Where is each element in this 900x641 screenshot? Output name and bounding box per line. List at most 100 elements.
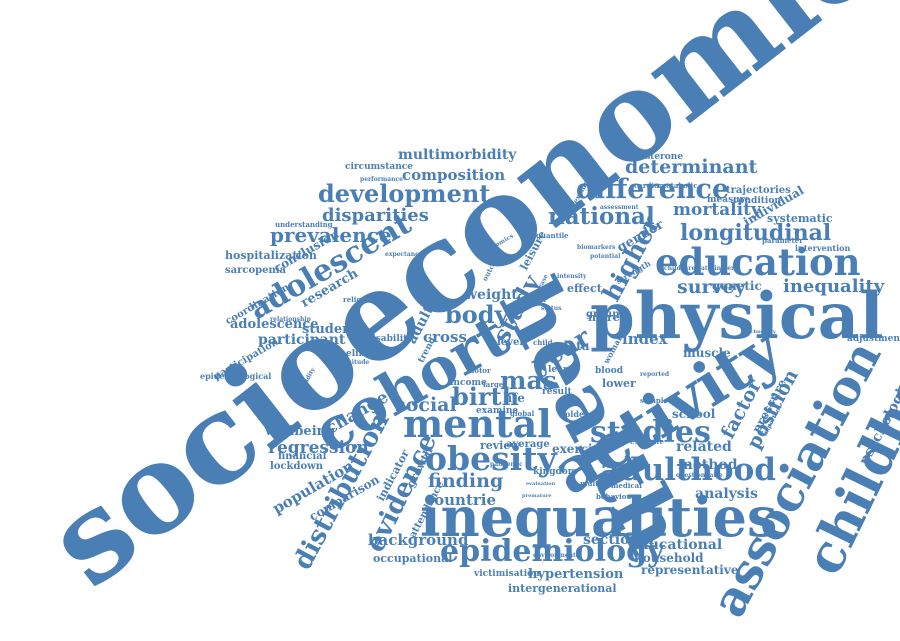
word-intergenerational: intergenerational <box>508 582 617 595</box>
word-genetic: genetic <box>712 279 762 293</box>
word-lower: lower <box>602 377 636 390</box>
word-review: review <box>480 439 520 452</box>
word-household: household <box>634 551 704 565</box>
word-average: average <box>506 439 550 450</box>
word-adolescence: adolescence <box>230 317 319 332</box>
word-motor: motor <box>467 366 491 375</box>
word-medical: medical <box>611 481 642 490</box>
word-regression: regression <box>268 438 369 458</box>
word-epidemiology: epidemiology <box>440 534 665 569</box>
word-student: student <box>302 322 358 337</box>
word-mas: mas <box>500 366 557 395</box>
word-greater: greater <box>522 297 547 304</box>
word-educational: educational <box>630 537 723 553</box>
word-childcare: childcare <box>664 265 696 272</box>
word-mental: mental <box>403 401 552 446</box>
word-prevalence: prevalence <box>270 223 392 247</box>
word-longitudinal: longitudinal <box>680 220 832 246</box>
word-environmental: environmental <box>533 552 582 559</box>
word-epidemiological: epidemiological <box>200 371 272 381</box>
word-determinant: determinant <box>625 156 758 178</box>
word-financial: financial <box>278 451 327 462</box>
word-multiple: multiple <box>580 479 614 488</box>
word-inequalities: inequalities <box>420 485 778 549</box>
word-quantile: quantile <box>536 231 569 240</box>
word-countrie: countrie <box>425 491 497 509</box>
word-representative: representative <box>641 563 739 577</box>
word-intervention: intervention <box>795 243 851 253</box>
word-intensity: intensity <box>557 273 587 280</box>
word-circumstance: circumstance <box>345 162 413 172</box>
word-level: level <box>497 337 524 348</box>
word-multimorbidity: multimorbidity <box>398 147 517 163</box>
word-pandemic: pandemic <box>490 461 523 468</box>
word-mortality: mortality <box>673 200 761 220</box>
word-hospitalization: hospitalization <box>225 249 317 262</box>
word-measure: measure <box>707 195 751 205</box>
word-victimisation: victimisation <box>474 569 540 579</box>
word-income: income <box>450 378 487 388</box>
word-survey: survey <box>677 276 746 298</box>
word-potential: potential <box>590 253 621 260</box>
word-inequality: inequality <box>783 276 885 297</box>
word-wellbeing: wellbeing <box>265 424 336 439</box>
word-lockdown: lockdown <box>270 461 324 472</box>
word-more: more <box>588 311 620 324</box>
word-exercise: exercise <box>552 442 608 456</box>
word-parameter: parameter <box>762 236 803 245</box>
word-birth: birth <box>452 382 520 411</box>
word-questionnaire: questionnaire <box>676 472 723 479</box>
word-muscle: muscle <box>683 346 731 360</box>
word-social: social <box>395 394 457 416</box>
word-child: child <box>533 338 553 347</box>
word-occupational: occupational <box>373 552 453 565</box>
word-systematic: systematic <box>767 212 833 225</box>
word-obesity: obesity <box>425 439 557 478</box>
word-index: index <box>622 330 668 348</box>
word-condition: condition <box>733 196 781 206</box>
word-hypertension: hypertension <box>528 567 624 582</box>
word-expectancy: expectancy <box>385 251 423 258</box>
word-loneliness: loneliness <box>330 349 381 359</box>
word-sample: sample <box>640 396 668 405</box>
word-disparities: disparities <box>322 205 429 226</box>
word-result: result <box>542 387 572 397</box>
word-studies: studies <box>590 415 711 450</box>
word-relationship: relationship <box>270 316 311 323</box>
word-biomarkers: biomarkers <box>577 244 616 251</box>
word-magnitude: magnitude <box>333 359 370 366</box>
word-disability: disability <box>366 334 413 344</box>
word-performance: performance <box>360 176 403 183</box>
word-participant: participant <box>258 332 346 348</box>
word-trajectories: trajectories <box>726 185 791 196</box>
word-method: method <box>678 457 738 473</box>
word-attainment: attainment <box>701 265 739 272</box>
word-adjustment: adjustment <box>847 334 900 344</box>
word-physical: physical <box>590 279 884 354</box>
word-blood: blood <box>595 366 624 376</box>
word-composition: composition <box>402 166 506 184</box>
word-behaviour: behaviour <box>596 492 636 501</box>
word-premature: premature <box>522 493 552 499</box>
word-analysis: analysis <box>695 486 758 502</box>
word-background: background <box>368 531 469 549</box>
word-development: development <box>318 179 491 208</box>
word-effect: effect <box>567 282 602 295</box>
word-education: education <box>655 240 861 284</box>
word-lean: lean <box>548 365 570 375</box>
word-estimate: estimate <box>630 437 664 446</box>
word-cross: cross <box>423 328 467 346</box>
word-older: older <box>565 409 589 419</box>
word-related: related <box>676 439 732 455</box>
word-evaluation: evaluation <box>526 481 556 487</box>
word-adulthood: adulthood <box>600 452 776 488</box>
word-examine: examine <box>476 406 519 416</box>
word-school: school <box>672 407 716 421</box>
word-assessment: assessment <box>600 204 639 211</box>
word-finding: finding <box>428 470 504 492</box>
word-sectional: sectional <box>583 532 655 548</box>
word-larger: larger <box>483 380 507 389</box>
word-group: group <box>586 309 620 320</box>
word-cardiometabolic: cardiometabolic <box>634 181 698 190</box>
